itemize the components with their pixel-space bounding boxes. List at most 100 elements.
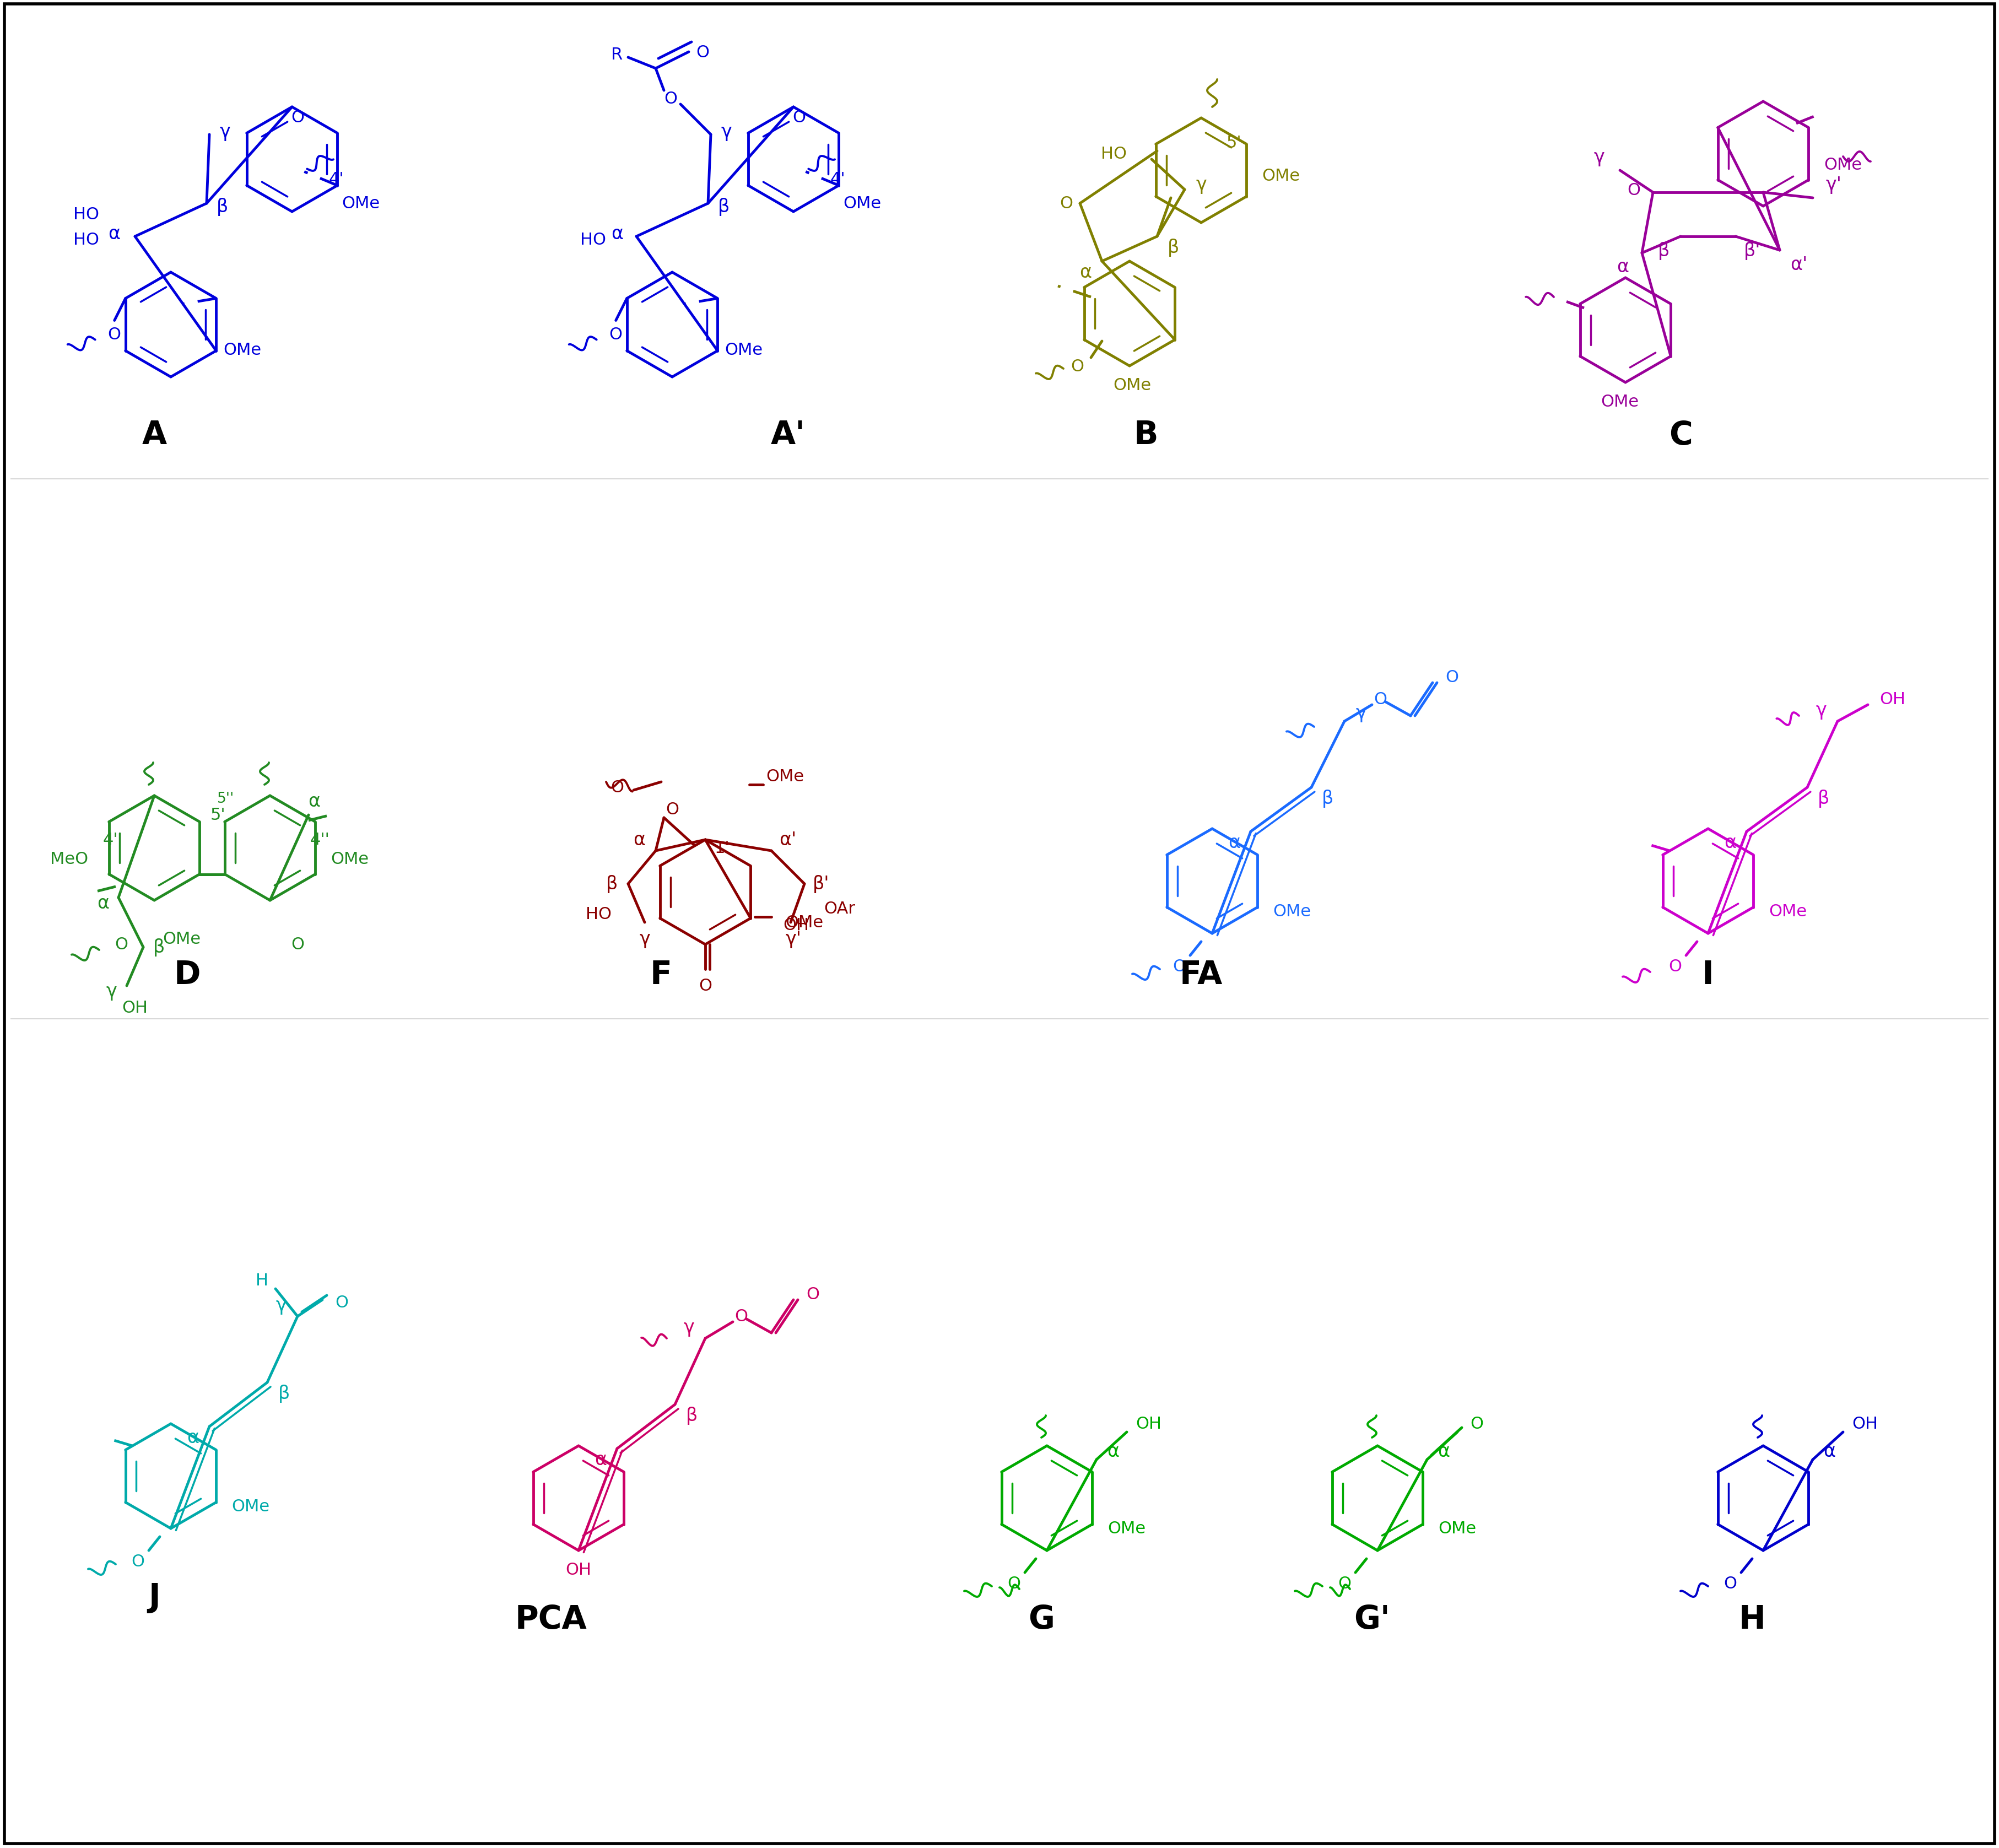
Text: O: O [336,1295,348,1310]
Text: γ: γ [1355,704,1367,723]
Text: γ: γ [1195,176,1207,194]
Text: O: O [696,44,710,61]
Text: FA: FA [1179,959,1223,991]
Text: OMe: OMe [844,196,882,213]
Text: γ: γ [684,1318,694,1336]
Text: A': A' [770,419,806,451]
Text: α: α [612,225,624,244]
Text: γ: γ [220,124,230,140]
Text: γ: γ [1593,148,1605,166]
Text: O: O [1059,196,1073,213]
Text: O: O [132,1554,144,1569]
Text: HO: HO [1101,146,1127,163]
Text: 4': 4' [830,172,846,187]
Text: β: β [1167,238,1179,257]
Text: γ: γ [106,983,116,1000]
Text: MeO: MeO [50,852,88,867]
Text: α: α [594,1451,606,1469]
Text: OMe: OMe [1261,168,1299,185]
Text: α: α [186,1429,200,1447]
Text: O: O [1007,1576,1019,1591]
Text: α: α [1617,259,1629,275]
Text: OMe: OMe [724,342,764,359]
Text: O: O [1337,1576,1351,1591]
Text: OMe: OMe [1601,394,1639,410]
Text: 5': 5' [1227,135,1241,152]
Text: I: I [1701,959,1713,991]
Text: O: O [610,780,624,796]
Text: γ': γ' [1825,176,1841,194]
Text: OMe: OMe [162,931,200,948]
Text: β: β [278,1384,290,1403]
Text: α: α [108,225,120,244]
Text: G: G [1027,1604,1055,1635]
Text: 5'': 5'' [218,791,234,806]
Text: R: R [612,46,624,63]
Text: β: β [686,1406,698,1425]
Text: A: A [142,419,166,451]
Text: OMe: OMe [1437,1521,1475,1536]
Text: OMe: OMe [232,1499,270,1515]
Text: O: O [1669,959,1681,974]
Text: O: O [734,1308,748,1325]
Text: G': G' [1353,1604,1389,1635]
Text: O: O [108,327,122,342]
Text: β: β [152,939,164,957]
Text: O: O [1071,359,1083,375]
Text: OMe: OMe [766,769,804,785]
Text: OAr: OAr [824,900,856,917]
Text: OH: OH [1879,691,1905,708]
Text: γ: γ [640,930,650,948]
Text: O: O [664,91,678,107]
Text: α: α [308,793,320,811]
Text: OH: OH [122,1000,148,1016]
Text: O: O [292,109,304,126]
Text: OH: OH [784,917,810,933]
Text: β: β [1321,789,1333,808]
Text: 1': 1' [714,841,730,856]
Text: α: α [634,832,646,848]
Text: OH: OH [1135,1416,1161,1432]
Text: O: O [610,327,622,342]
Text: OMe: OMe [1113,377,1151,394]
Text: OMe: OMe [342,196,380,213]
Text: O: O [666,802,680,817]
Text: γ': γ' [786,930,802,948]
Text: C: C [1669,419,1693,451]
Text: HO: HO [74,231,100,248]
Text: α: α [1723,833,1737,852]
Text: β: β [718,198,730,216]
Text: β': β' [812,874,830,893]
Text: O: O [792,109,806,126]
Text: α: α [1079,264,1091,281]
Text: α: α [1437,1441,1449,1460]
Text: 5': 5' [210,808,226,822]
Text: HO: HO [580,231,606,248]
Text: O: O [292,937,304,952]
Text: β': β' [1743,242,1761,261]
Text: O: O [1173,959,1185,974]
Text: O: O [1469,1416,1483,1432]
Text: OMe: OMe [1107,1521,1145,1536]
Text: α: α [1823,1441,1835,1460]
Text: α: α [98,894,110,913]
Text: β: β [216,198,228,216]
Text: O: O [1723,1576,1737,1591]
Text: OMe: OMe [1769,904,1807,920]
Text: α: α [1107,1441,1119,1460]
Text: γ: γ [276,1295,286,1314]
Text: 4': 4' [102,832,118,848]
Text: β: β [606,874,618,893]
Text: α': α' [780,832,796,848]
Text: D: D [174,959,200,991]
Text: O: O [806,1286,820,1303]
Text: H: H [1739,1604,1765,1635]
Text: β: β [1657,242,1669,261]
FancyBboxPatch shape [4,4,1995,1844]
Text: α: α [1227,833,1239,852]
Text: O: O [1445,669,1459,686]
Text: H: H [256,1273,268,1288]
Text: O: O [1373,691,1387,708]
Text: 4'': 4'' [310,832,330,848]
Text: O: O [700,978,712,994]
